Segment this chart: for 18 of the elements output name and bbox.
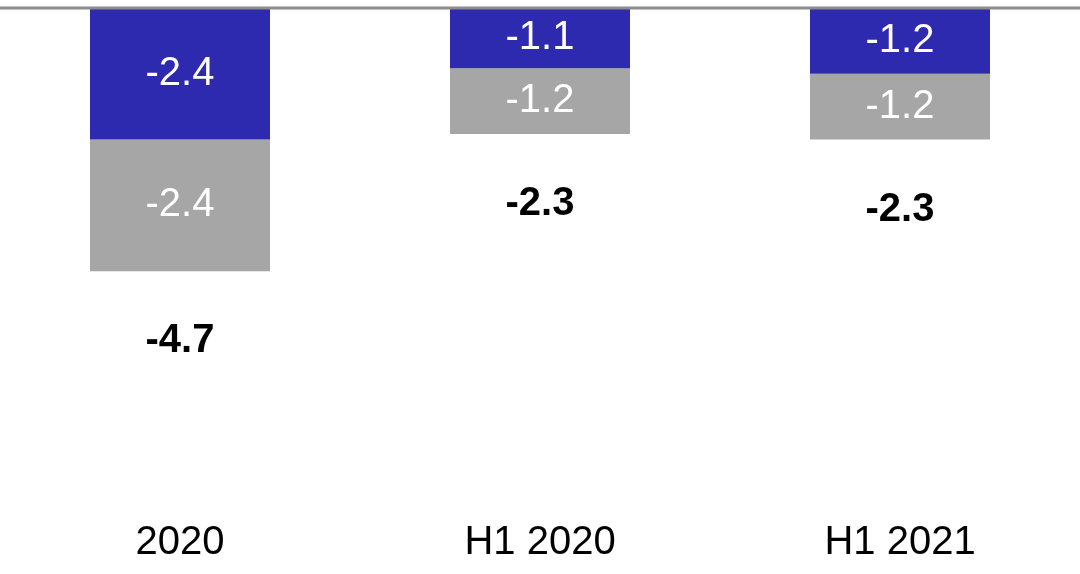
x-tick-label: H1 2021: [824, 518, 976, 563]
x-tick-label: H1 2020: [464, 518, 616, 563]
bar: [810, 73, 990, 140]
data-label: -1.2: [865, 81, 935, 126]
bar: [450, 68, 630, 135]
total-label: -2.3: [505, 179, 575, 224]
bar: [90, 8, 270, 140]
x-tick-label: 2020: [135, 518, 225, 563]
bar: [450, 8, 630, 69]
data-label: -2.4: [145, 48, 215, 93]
data-label: -1.2: [505, 76, 575, 121]
total-label: -2.3: [865, 184, 935, 229]
bar: [810, 8, 990, 74]
bar: [90, 139, 270, 272]
data-label: -1.2: [865, 15, 935, 60]
total-label: -4.7: [145, 316, 215, 361]
data-label: -2.4: [145, 180, 215, 225]
data-label: -1.1: [505, 13, 575, 58]
